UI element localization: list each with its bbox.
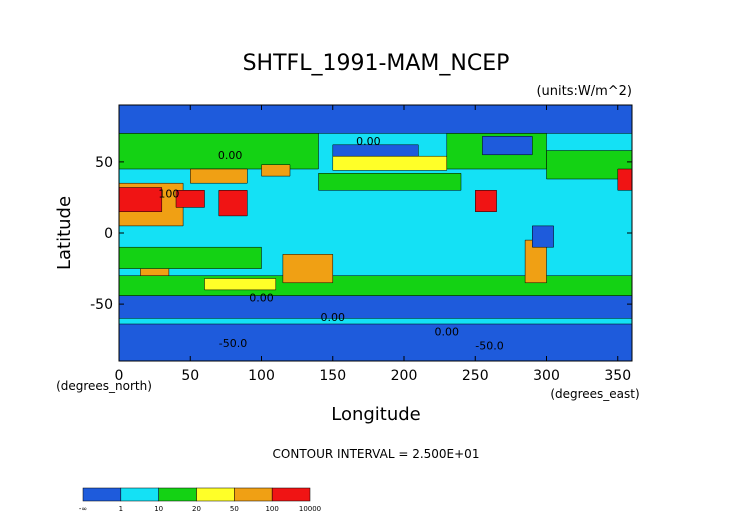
contour-label: 0.00 bbox=[435, 325, 460, 338]
colorbar-swatch bbox=[158, 487, 197, 502]
y-tick-label: 0 bbox=[104, 226, 113, 242]
region-antarctica bbox=[119, 323, 632, 361]
units-label: (units:W/m^2) bbox=[536, 84, 632, 99]
x-axis: 0 50 100 150 200 250 300 350 bbox=[115, 105, 631, 384]
contour-label: 0.00 bbox=[249, 291, 274, 304]
colorbar-level-label: 20 bbox=[192, 505, 201, 513]
field-regions bbox=[119, 105, 632, 361]
contour-label: 0.00 bbox=[218, 149, 243, 162]
region-australia-orange bbox=[282, 254, 334, 284]
y-tick-label: -50 bbox=[90, 297, 113, 313]
region-amazon-blue bbox=[532, 225, 554, 248]
x-tick-label: 100 bbox=[248, 368, 275, 384]
region-southern-ocean-band bbox=[119, 295, 632, 319]
region-india-red bbox=[218, 190, 248, 217]
x-tick-label: 0 bbox=[115, 368, 124, 384]
region-tibet-orange bbox=[261, 164, 291, 177]
colorbar-level-label: 10 bbox=[154, 505, 163, 513]
contour-label: 0.00 bbox=[321, 311, 346, 324]
region-south-hem-green-belt bbox=[119, 275, 632, 296]
region-equatorial-green bbox=[119, 246, 262, 269]
contour-labels: 0.00 0.00 0.00 0.00 100 -50.0 -50.0 0.00 bbox=[158, 135, 503, 353]
region-south-indian-yellow bbox=[204, 278, 277, 291]
x-unit-label: (degrees_east) bbox=[550, 387, 639, 401]
x-tick-label: 350 bbox=[604, 368, 631, 384]
x-tick-label: 150 bbox=[319, 368, 346, 384]
colorbar-level-label: 50 bbox=[230, 505, 239, 513]
region-north-pacific-yellow bbox=[332, 155, 448, 171]
colorbar-swatch bbox=[82, 487, 122, 502]
colorbar-swatch bbox=[120, 487, 159, 502]
colorbar-level-label: 10000 bbox=[299, 505, 321, 513]
contour-label: 0.00 bbox=[356, 135, 381, 148]
y-unit-label: (degrees_north) bbox=[56, 379, 152, 393]
y-tick-label: 50 bbox=[95, 155, 113, 171]
x-tick-label: 300 bbox=[533, 368, 560, 384]
region-iberia-red bbox=[617, 168, 632, 191]
colorbar-swatch bbox=[196, 487, 235, 502]
region-central-asia-orange bbox=[190, 168, 248, 184]
x-tick-label: 250 bbox=[462, 368, 489, 384]
colorbar-level-label: 100 bbox=[265, 505, 278, 513]
contour-label: 100 bbox=[158, 187, 179, 200]
contour-label: -50.0 bbox=[475, 340, 503, 353]
region-canada-blue bbox=[482, 136, 533, 156]
contour-interval-text: CONTOUR INTERVAL = 2.500E+01 bbox=[273, 447, 480, 461]
x-axis-title: Longitude bbox=[331, 404, 421, 425]
y-axis: -50 0 50 bbox=[90, 155, 632, 313]
region-eurasia-green bbox=[119, 133, 319, 170]
region-mexico-red bbox=[475, 190, 497, 212]
title-group: SHTFL_1991-MAM_NCEP (units:W/m^2) bbox=[243, 51, 632, 99]
colorbar-level-label: 1 bbox=[119, 505, 123, 513]
region-arctic-blue bbox=[119, 105, 632, 134]
region-north-pacific-green bbox=[318, 173, 462, 191]
x-tick-label: 200 bbox=[391, 368, 418, 384]
colorbar-swatch bbox=[234, 487, 273, 502]
x-tick-label: 50 bbox=[181, 368, 199, 384]
contour-label: -50.0 bbox=[219, 337, 247, 350]
plot-area: 0.00 0.00 0.00 0.00 100 -50.0 -50.0 0.00 bbox=[118, 104, 633, 362]
colorbar-level-label: -∞ bbox=[79, 505, 87, 513]
region-sahara-red bbox=[119, 187, 163, 212]
region-arabia-red bbox=[175, 190, 205, 208]
region-north-pacific-blue bbox=[332, 144, 419, 157]
colorbar: -∞ 1 10 20 50 100 10000 bbox=[79, 487, 321, 513]
chart-title: SHTFL_1991-MAM_NCEP bbox=[243, 51, 510, 76]
y-axis-title: Latitude bbox=[54, 196, 75, 270]
colorbar-swatch bbox=[271, 487, 311, 502]
